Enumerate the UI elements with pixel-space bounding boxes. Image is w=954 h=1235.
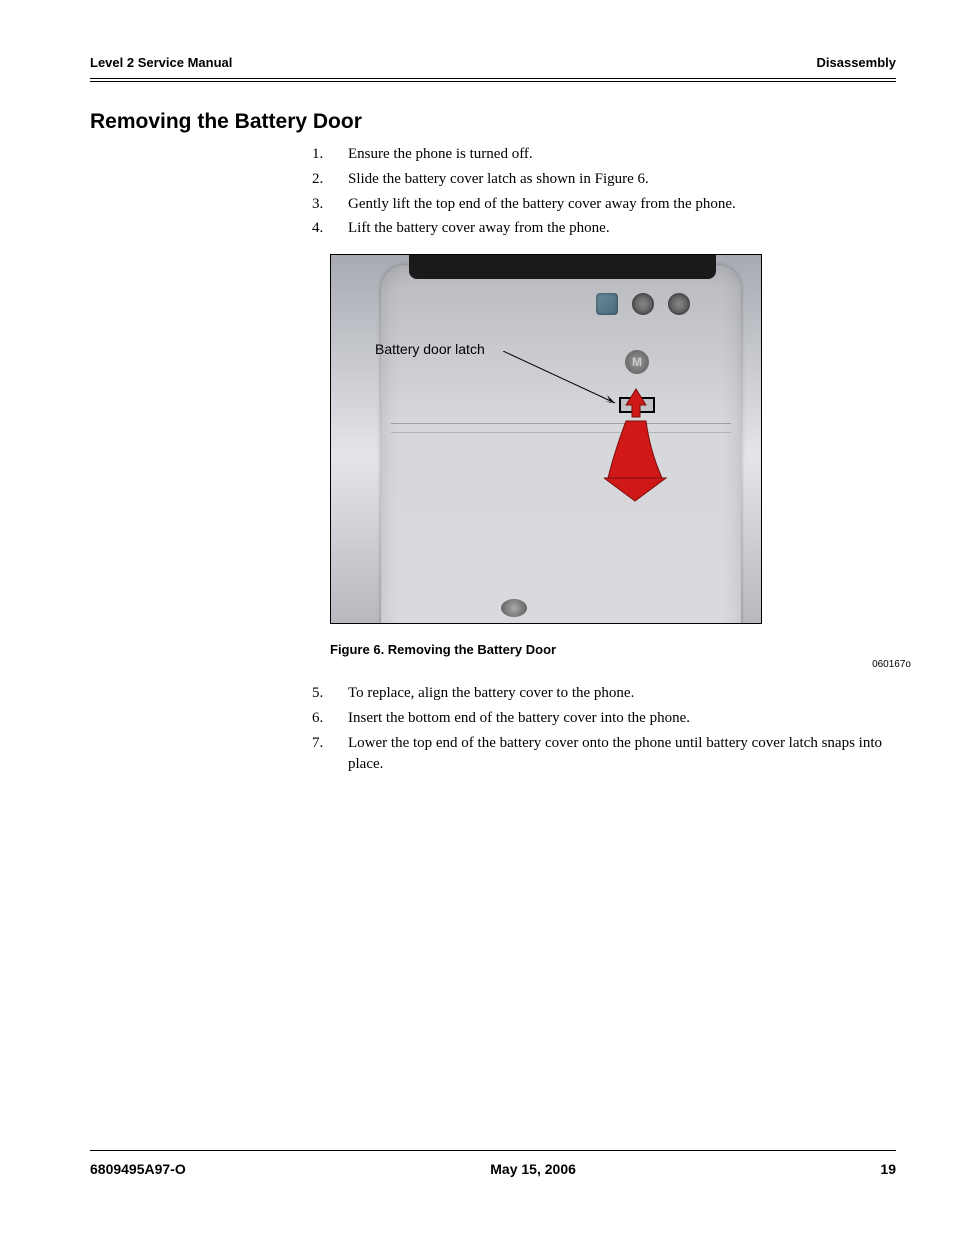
step-text: Slide the battery cover latch as shown i… <box>348 169 896 191</box>
step-text: Insert the bottom end of the battery cov… <box>348 708 896 730</box>
motorola-logo-icon: M <box>625 350 649 374</box>
red-arrow-icon <box>604 383 674 503</box>
step-number: 3. <box>312 194 348 216</box>
header-right: Disassembly <box>817 55 897 70</box>
step-item: 3.Gently lift the top end of the battery… <box>312 194 896 216</box>
step-item: 7.Lower the top end of the battery cover… <box>312 733 896 777</box>
step-number: 1. <box>312 144 348 166</box>
button-icon <box>632 293 654 315</box>
step-item: 5.To replace, align the battery cover to… <box>312 683 896 705</box>
step-text: To replace, align the battery cover to t… <box>348 683 896 705</box>
hinge-line <box>391 423 731 433</box>
step-number: 7. <box>312 733 348 777</box>
port-icon <box>501 599 527 617</box>
button-icon <box>668 293 690 315</box>
callout-label: Battery door latch <box>375 341 485 357</box>
page-footer: 6809495A97-O May 15, 2006 19 <box>90 1150 896 1177</box>
phone-body <box>381 265 741 624</box>
footer-left: 6809495A97-O <box>90 1161 186 1177</box>
steps-list-top: 1.Ensure the phone is turned off.2.Slide… <box>312 144 896 240</box>
page-header: Level 2 Service Manual Disassembly <box>90 55 896 78</box>
step-item: 1.Ensure the phone is turned off. <box>312 144 896 166</box>
content-block: 1.Ensure the phone is turned off.2.Slide… <box>312 144 896 776</box>
phone-top-bar <box>409 255 716 279</box>
step-item: 4.Lift the battery cover away from the p… <box>312 218 896 240</box>
header-rule <box>90 78 896 82</box>
button-icon <box>596 293 618 315</box>
steps-list-bottom: 5.To replace, align the battery cover to… <box>312 683 896 776</box>
figure-id: 060167o <box>872 659 911 670</box>
figure-wrap: M Battery door latch 060167o Figure 6. R… <box>312 254 896 657</box>
footer-center: May 15, 2006 <box>490 1161 576 1177</box>
footer-right: 19 <box>880 1161 896 1177</box>
step-item: 6.Insert the bottom end of the battery c… <box>312 708 896 730</box>
step-item: 2.Slide the battery cover latch as shown… <box>312 169 896 191</box>
step-text: Ensure the phone is turned off. <box>348 144 896 166</box>
figure-caption: Figure 6. Removing the Battery Door <box>330 642 896 657</box>
figure-image: M Battery door latch <box>330 254 762 624</box>
header-left: Level 2 Service Manual <box>90 55 232 70</box>
step-text: Lift the battery cover away from the pho… <box>348 218 896 240</box>
step-text: Lower the top end of the battery cover o… <box>348 733 896 777</box>
section-title: Removing the Battery Door <box>90 110 896 134</box>
step-number: 6. <box>312 708 348 730</box>
phone-buttons <box>596 293 690 315</box>
step-text: Gently lift the top end of the battery c… <box>348 194 896 216</box>
step-number: 2. <box>312 169 348 191</box>
step-number: 5. <box>312 683 348 705</box>
step-number: 4. <box>312 218 348 240</box>
